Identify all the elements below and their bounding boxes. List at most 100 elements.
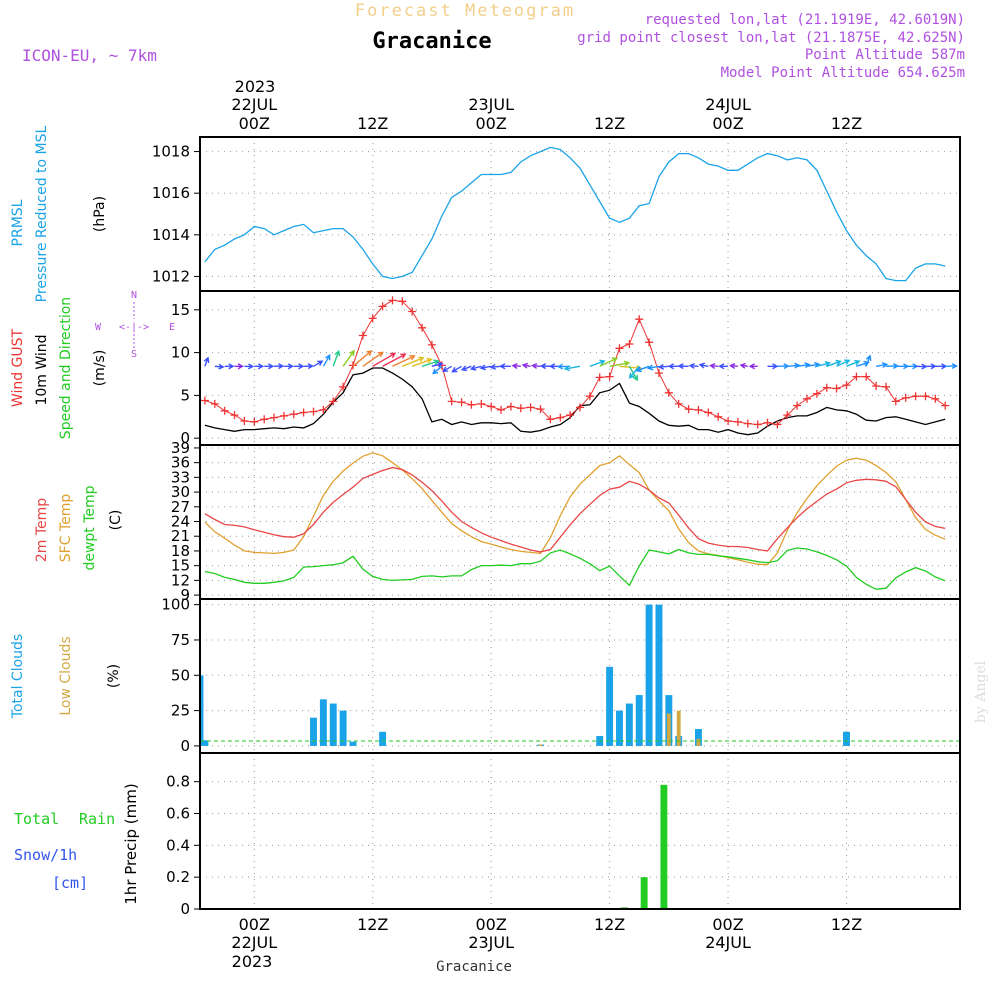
y-tick-label: 21 xyxy=(171,527,190,545)
top-hour-label: 00Z xyxy=(239,114,270,133)
rain-bar xyxy=(660,784,668,909)
location-title: Gracanice xyxy=(372,29,491,54)
y-tick-label: 0 xyxy=(180,429,190,447)
wind-arrow xyxy=(767,363,779,370)
gust-marker xyxy=(921,392,930,401)
bottom-hour-label: 00Z xyxy=(239,915,270,934)
gust-marker xyxy=(467,400,476,409)
gust-marker xyxy=(615,344,624,353)
temp-label-sfc: SFC Temp xyxy=(58,494,74,563)
gust-marker xyxy=(408,307,417,316)
wind-arrow xyxy=(718,363,729,370)
total-cloud-bar xyxy=(635,695,643,746)
gust-marker xyxy=(733,417,742,426)
gust-marker xyxy=(595,373,604,382)
gust-marker xyxy=(941,401,950,410)
precip-label-total: Total xyxy=(14,810,59,828)
total-cloud-bar xyxy=(310,717,317,746)
wind-arrow xyxy=(836,359,851,367)
wind-label-gust: Wind GUST xyxy=(10,328,26,407)
pressure-label-prmsl: PRMSL xyxy=(10,199,26,246)
gust-marker xyxy=(457,398,466,407)
y-tick-label: 24 xyxy=(171,513,190,531)
y-tick-label: 75 xyxy=(171,631,190,649)
wind-arrow xyxy=(709,362,719,369)
total-cloud-bar xyxy=(694,728,702,746)
gust-marker xyxy=(704,408,713,417)
y-tick-label: 1016 xyxy=(152,184,190,202)
y-tick-label: 0.2 xyxy=(166,868,190,886)
top-hour-label: 12Z xyxy=(831,114,862,133)
gust-marker xyxy=(743,419,752,428)
wind-arrow xyxy=(392,355,416,367)
wind-arrow xyxy=(563,365,581,372)
wind-arrow xyxy=(657,363,669,370)
y-tick-label: 100 xyxy=(161,596,190,614)
gust-marker xyxy=(546,415,555,424)
wind-arrow xyxy=(489,363,502,370)
wind-arrow xyxy=(628,365,640,379)
gust-marker xyxy=(655,369,663,378)
wind-arrow xyxy=(362,351,384,367)
gust-marker xyxy=(339,382,348,391)
gust-marker xyxy=(812,389,821,398)
gust-marker xyxy=(822,383,831,392)
wind-arrow xyxy=(283,363,294,370)
wind-arrow xyxy=(234,363,244,370)
pressure-frame xyxy=(199,136,961,292)
total-cloud-bar xyxy=(843,731,850,746)
gust-marker xyxy=(674,399,683,408)
wind-arrow xyxy=(846,359,861,367)
gust-marker xyxy=(556,413,565,422)
bottom-time-axis: 00Z 12Z 00Z 12Z 00Z 12Z 22JUL 23JUL 24JUL 2023 xyxy=(231,915,862,971)
wind-arrow xyxy=(787,362,801,369)
y-tick-label: 50 xyxy=(171,666,190,684)
wind-arrow xyxy=(451,365,462,373)
wind-arrow xyxy=(421,359,440,367)
wind-gust-line xyxy=(204,299,946,426)
bottom-year-label: 2023 xyxy=(232,952,273,971)
wind-arrow xyxy=(806,361,821,368)
wind-grid xyxy=(200,291,960,445)
bottom-date-label: 22JUL xyxy=(231,933,277,952)
precip-label-cm: [cm] xyxy=(52,874,88,892)
gust-marker xyxy=(773,420,782,429)
gust-marker xyxy=(309,407,318,416)
point-altitude: Point Altitude 587m xyxy=(805,47,965,63)
y-tick-label: 5 xyxy=(180,386,190,404)
wind-arrow xyxy=(244,363,255,370)
clouds-unit: (%) xyxy=(106,664,122,688)
gust-marker xyxy=(487,402,496,411)
wind-frame xyxy=(199,290,961,446)
gust-marker xyxy=(576,403,584,412)
gust-marker xyxy=(882,382,890,391)
clouds-label-low: Low Clouds xyxy=(58,636,74,715)
gust-marker xyxy=(279,411,288,420)
wind-arrow xyxy=(402,356,425,367)
total-cloud-bar xyxy=(616,710,623,746)
gust-marker xyxy=(398,297,407,306)
precip-axis-label: 1hr Precip (mm) xyxy=(122,783,140,904)
top-hour-label: 12Z xyxy=(357,114,388,133)
y-tick-label: 1012 xyxy=(152,267,190,285)
wind-arrow xyxy=(739,362,748,369)
gust-marker xyxy=(260,415,269,424)
gust-marker xyxy=(793,401,802,410)
pressure-y-ticks: 1012 1014 1016 1018 xyxy=(152,143,200,285)
y-tick-label: 0.6 xyxy=(166,804,190,822)
gust-marker xyxy=(832,384,841,393)
gust-marker xyxy=(506,402,515,411)
gust-marker xyxy=(911,392,920,401)
wind-arrow xyxy=(816,361,832,367)
temp-unit: (C) xyxy=(108,510,124,531)
precip-frame xyxy=(199,752,961,910)
wind-arrow xyxy=(469,364,482,371)
total-cloud-bar xyxy=(645,604,653,746)
bottom-date-label: 23JUL xyxy=(468,933,514,952)
bottom-hour-label: 00Z xyxy=(712,915,743,934)
gust-marker xyxy=(250,417,259,426)
wind-arrow xyxy=(254,363,265,370)
wind-arrow xyxy=(264,363,275,370)
bottom-hour-label: 12Z xyxy=(831,915,862,934)
wind-arrow xyxy=(609,360,631,367)
